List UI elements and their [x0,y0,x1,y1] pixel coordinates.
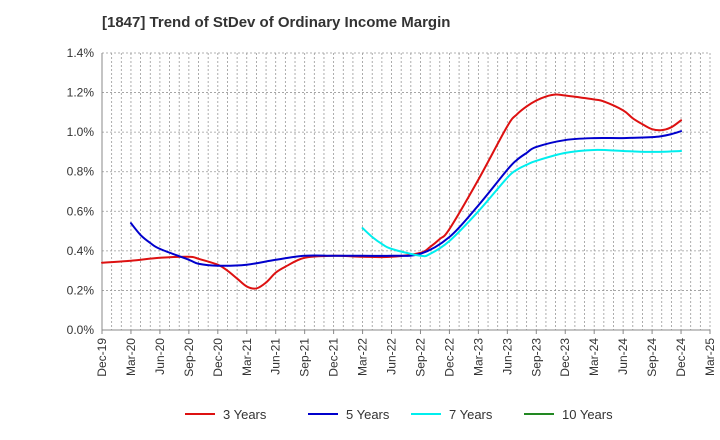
x-axis-ticks: Dec-19 Mar-20 Jun-20 Sep-20 Dec-20 Mar-21 Jun-… [95,330,717,377]
x-tick-label: Sep-21 [298,338,312,377]
x-tick-label: Dec-24 [674,338,688,377]
x-tick-label: Jun-24 [616,338,630,375]
plot-area [102,53,710,330]
series-line-5-years [129,130,683,267]
y-tick-label: 1.0% [67,125,95,139]
x-tick-label: Mar-23 [471,338,485,376]
x-tick-label: Mar-24 [587,338,601,376]
x-tick-label: Jun-22 [385,338,399,375]
y-tick-label: 0.8% [67,165,95,179]
x-tick-label: Sep-22 [413,338,427,377]
x-tick-label: Mar-25 [703,338,717,376]
legend-label: 7 Years [449,407,493,422]
series-lines [101,93,683,290]
x-tick-label: Sep-24 [645,338,659,377]
y-axis-ticks: 0.0% 0.2% 0.4% 0.6% 0.8% 1.0% 1.2% 1.4% [67,46,95,337]
x-tick-label: Sep-23 [529,338,543,377]
legend-label: 5 Years [346,407,390,422]
legend-label: 10 Years [562,407,613,422]
x-tick-label: Dec-19 [95,338,109,377]
grid [102,52,711,330]
x-tick-label: Mar-20 [124,338,138,376]
x-tick-label: Sep-20 [182,338,196,377]
y-tick-label: 0.0% [67,323,95,337]
x-tick-label: Jun-23 [500,338,514,375]
x-tick-label: Dec-22 [442,338,456,377]
legend: 3 Years 5 Years 7 Years 10 Years [185,407,613,422]
x-tick-label: Mar-21 [240,338,254,376]
x-tick-label: Jun-21 [269,338,283,375]
y-tick-label: 0.2% [67,283,95,297]
y-tick-label: 0.4% [67,244,95,258]
x-tick-label: Dec-21 [327,338,341,377]
series-line-7-years [361,148,683,258]
series-line-3-years [101,93,683,290]
x-tick-label: Dec-23 [558,338,572,377]
x-tick-label: Dec-20 [211,338,225,377]
y-tick-label: 1.4% [67,46,95,60]
y-tick-label: 0.6% [67,204,95,218]
chart-title: [1847] Trend of StDev of Ordinary Income… [102,14,451,31]
legend-label: 3 Years [223,407,267,422]
y-tick-label: 1.2% [67,86,95,100]
x-tick-label: Mar-22 [356,338,370,376]
x-tick-label: Jun-20 [153,338,167,375]
